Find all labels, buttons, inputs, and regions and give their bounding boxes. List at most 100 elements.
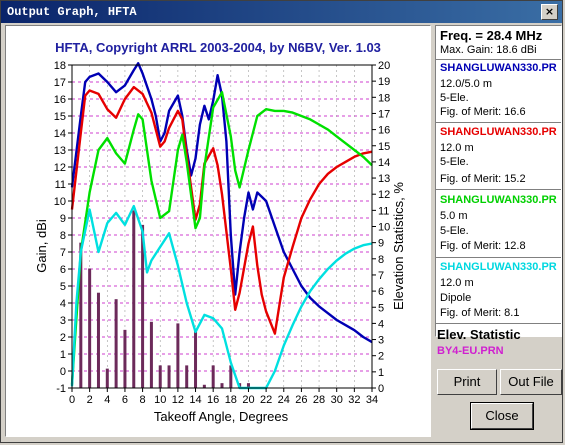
y-tick-label: 0 xyxy=(60,366,66,378)
y2-tick-label: 10 xyxy=(378,222,390,234)
graph-panel: HFTA, Copyright ARRL 2003-2004, by N6BV,… xyxy=(5,25,431,437)
y2-tick-label: 20 xyxy=(378,60,390,72)
elevation-stat-bar xyxy=(229,365,233,388)
legend-series-height: 12.0 m xyxy=(440,277,474,289)
title-bar: Output Graph, HFTA × xyxy=(1,1,562,23)
y-tick-label: 10 xyxy=(54,196,66,208)
legend-series-name: SHANGLUWAN330.PR xyxy=(440,194,557,206)
gain-series-line xyxy=(70,62,373,344)
y2-tick-label: 7 xyxy=(378,270,384,282)
y2-tick-label: 17 xyxy=(378,108,390,120)
y-tick-label: 14 xyxy=(54,128,66,140)
x-tick-label: 26 xyxy=(295,394,307,406)
plot-area xyxy=(72,65,372,388)
elevation-stat-bar xyxy=(105,368,109,388)
elevation-stat-bar xyxy=(211,365,215,388)
y2-tick-label: 9 xyxy=(378,238,384,250)
legend-series-merit: Fig. of Merit: 12.8 xyxy=(440,240,526,252)
y-tick-label: 5 xyxy=(60,281,66,293)
y2-tick-label: 0 xyxy=(378,383,384,395)
legend-series-merit: Fig. of Merit: 16.6 xyxy=(440,106,526,118)
y-tick-label: 15 xyxy=(54,111,66,123)
legend-panel: Freq. = 28.4 MHz Max. Gain: 18.6 dBi SHA… xyxy=(435,25,562,337)
y-tick-label: 11 xyxy=(55,179,66,191)
x-tick-label: 22 xyxy=(260,394,272,406)
chart-title: HFTA, Copyright ARRL 2003-2004, by N6BV,… xyxy=(55,40,381,55)
y-tick-label: 17 xyxy=(54,77,66,89)
y2-tick-label: 2 xyxy=(378,351,384,363)
elevation-stat-bar xyxy=(96,292,100,388)
y2-tick-label: 19 xyxy=(378,76,390,88)
divider xyxy=(436,59,561,60)
divider xyxy=(436,323,561,324)
elevation-stat-bar xyxy=(167,365,171,388)
elevation-stat-bar xyxy=(158,365,162,388)
x-tick-label: 16 xyxy=(207,394,219,406)
legend-series-height: 5.0 m xyxy=(440,210,468,222)
x-tick-label: 6 xyxy=(122,394,128,406)
y-tick-label: 3 xyxy=(60,315,66,327)
y-tick-label: 6 xyxy=(60,264,66,276)
legend-series-name: SHANGLUWAN330.PR xyxy=(440,62,557,74)
elevation-stat-bar xyxy=(220,383,224,388)
elevation-stat-bar xyxy=(202,384,206,388)
y-tick-label: 12 xyxy=(54,162,66,174)
x-tick-label: 34 xyxy=(366,394,378,406)
y2-tick-label: 14 xyxy=(378,157,390,169)
legend-series-antenna: 5-Ele. xyxy=(440,92,469,104)
elevation-stat-bar xyxy=(149,321,153,388)
y-tick-label: 1 xyxy=(60,349,66,361)
y-tick-label: 16 xyxy=(54,94,66,106)
x-tick-label: 8 xyxy=(140,394,146,406)
elevation-stat-bar xyxy=(79,242,83,388)
legend-series-merit: Fig. of Merit: 15.2 xyxy=(440,173,526,185)
legend-series-antenna: 5-Ele. xyxy=(440,156,469,168)
y-tick-label: 4 xyxy=(60,298,66,310)
y-tick-label: 9 xyxy=(60,213,66,225)
frequency-readout: Freq. = 28.4 MHz xyxy=(440,28,543,43)
y2-axis-label: Elevation Statistics, % xyxy=(391,182,406,310)
x-tick-label: 30 xyxy=(331,394,343,406)
divider xyxy=(436,189,561,190)
x-tick-label: 2 xyxy=(87,394,93,406)
legend-series-antenna: 5-Ele. xyxy=(440,225,469,237)
x-tick-label: 24 xyxy=(278,394,290,406)
legend-series-height: 12.0 m xyxy=(440,142,474,154)
print-button[interactable]: Print xyxy=(437,369,497,395)
elev-statistic-file: BY4-EU.PRN xyxy=(437,345,504,357)
y2-tick-label: 8 xyxy=(378,254,384,266)
gain-series-line xyxy=(70,90,373,385)
x-tick-label: 4 xyxy=(104,394,110,406)
legend-series-name: SHANGLUWAN330.PR xyxy=(440,261,557,273)
y2-tick-label: 18 xyxy=(378,92,390,104)
x-tick-label: 0 xyxy=(69,394,75,406)
elevation-stat-bar xyxy=(132,210,136,388)
legend-series-name: SHANGLUWAN330.PR xyxy=(440,126,557,138)
y-tick-label: 7 xyxy=(60,247,66,259)
x-tick-label: 28 xyxy=(313,394,325,406)
elevation-stat-bar xyxy=(88,268,92,388)
y-tick-label: -1 xyxy=(56,383,66,395)
y-tick-label: 13 xyxy=(54,145,66,157)
close-window-icon[interactable]: × xyxy=(541,4,558,20)
elevation-stat-bar xyxy=(114,299,118,388)
y-axis-label: Gain, dBi xyxy=(34,219,49,273)
y2-tick-label: 15 xyxy=(378,141,390,153)
y-tick-label: 2 xyxy=(60,332,66,344)
y2-tick-label: 3 xyxy=(378,335,384,347)
gain-series-line xyxy=(70,85,373,335)
elevation-stat-bar xyxy=(194,329,198,388)
elevation-gain-chart: HFTA, Copyright ARRL 2003-2004, by N6BV,… xyxy=(34,40,406,424)
max-gain-readout: Max. Gain: 18.6 dBi xyxy=(440,44,537,56)
elev-statistic-heading: Elev. Statistic xyxy=(437,327,521,342)
divider xyxy=(436,257,561,258)
x-tick-label: 12 xyxy=(172,394,184,406)
close-button[interactable]: Close xyxy=(470,402,534,430)
x-tick-label: 20 xyxy=(242,394,254,406)
elevation-stat-bar xyxy=(176,323,180,388)
gain-series-line xyxy=(70,204,373,390)
y2-tick-label: 4 xyxy=(378,318,384,330)
y2-tick-label: 5 xyxy=(378,302,384,314)
out-file-button[interactable]: Out File xyxy=(500,369,562,395)
y2-tick-label: 6 xyxy=(378,286,384,298)
